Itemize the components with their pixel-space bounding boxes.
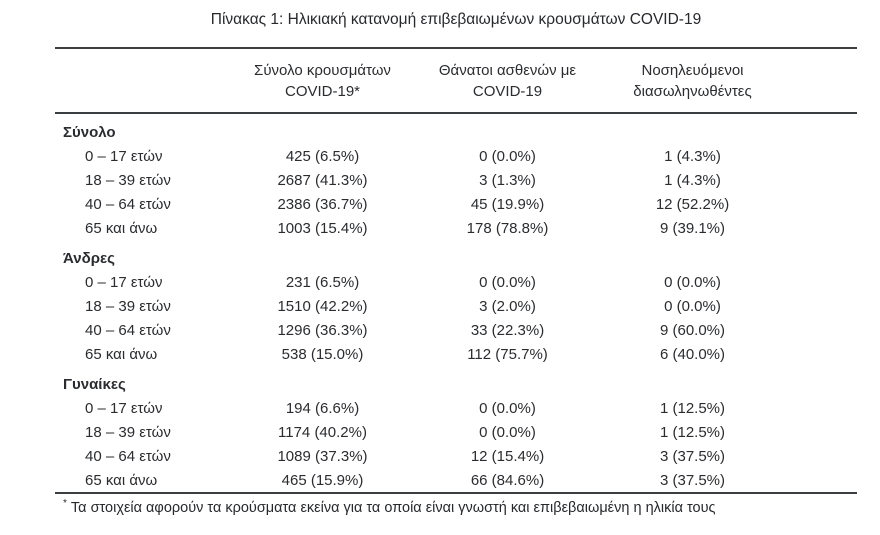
age-group-label: 18 – 39 ετών <box>85 171 171 189</box>
intubated-cell: 3 (37.5%) <box>659 447 726 465</box>
cases-cell: 1174 (40.2%) <box>278 423 367 441</box>
age-group-label: 18 – 39 ετών <box>85 423 171 441</box>
table-rule-top <box>55 47 857 49</box>
intubated-cell: 12 (52.2%) <box>655 195 730 213</box>
cases-cell: 538 (15.0%) <box>281 345 364 363</box>
section-label-men: Άνδρες <box>63 250 115 267</box>
table-row: 65 και άνω 538 (15.0%) 112 (75.7%) 6 (40… <box>55 342 857 366</box>
age-group-label: 0 – 17 ετών <box>85 273 163 291</box>
table-row: 40 – 64 ετών 1089 (37.3%) 12 (15.4%) 3 (… <box>55 444 857 468</box>
table-row: 18 – 39 ετών 1174 (40.2%) 0 (0.0%) 1 (12… <box>55 420 857 444</box>
deaths-cell: 3 (1.3%) <box>479 171 536 189</box>
table-row: 40 – 64 ετών 2386 (36.7%) 45 (19.9%) 12 … <box>55 192 857 216</box>
intubated-cell: 1 (4.3%) <box>664 147 721 165</box>
age-group-label: 40 – 64 ετών <box>85 195 171 213</box>
cases-cell: 231 (6.5%) <box>285 273 360 291</box>
column-header-intubated-line1: Νοσηλευόμενοι <box>641 61 744 79</box>
table-row: 0 – 17 ετών 231 (6.5%) 0 (0.0%) 0 (0.0%) <box>55 270 857 294</box>
column-header-deaths: Θάνατοι ασθενών με COVID-19 <box>425 60 590 102</box>
intubated-cell: 9 (60.0%) <box>659 321 726 339</box>
column-header-deaths-line1: Θάνατοι ασθενών με <box>438 61 577 79</box>
cases-cell: 1089 (37.3%) <box>277 447 368 465</box>
deaths-cell: 12 (15.4%) <box>470 447 545 465</box>
deaths-cell: 0 (0.0%) <box>479 423 536 441</box>
age-group-label: 65 και άνω <box>85 471 158 489</box>
table-header-row: Σύνολο κρουσμάτων COVID-19* Θάνατοι ασθε… <box>55 49 857 112</box>
age-group-label: 65 και άνω <box>85 219 158 237</box>
section-label-women: Γυναίκες <box>63 376 126 393</box>
table-row: 40 – 64 ετών 1296 (36.3%) 33 (22.3%) 9 (… <box>55 318 857 342</box>
intubated-cell: 1 (12.5%) <box>659 399 726 417</box>
deaths-cell: 3 (2.0%) <box>479 297 536 315</box>
age-group-label: 0 – 17 ετών <box>85 147 163 165</box>
deaths-cell: 112 (75.7%) <box>467 345 548 363</box>
intubated-cell: 9 (39.1%) <box>659 219 726 237</box>
column-header-deaths-line2: COVID-19 <box>472 82 543 100</box>
column-header-cases-line1: Σύνολο κρουσμάτων <box>254 61 391 79</box>
column-header-intubated: Νοσηλευόμενοι διασωληνωθέντες <box>590 60 795 102</box>
deaths-cell: 45 (19.9%) <box>470 195 545 213</box>
cases-cell: 2687 (41.3%) <box>277 171 368 189</box>
footnote-asterisk: * <box>63 498 67 510</box>
table-row: 65 και άνω 465 (15.9%) 66 (84.6%) 3 (37.… <box>55 468 857 492</box>
intubated-cell: 3 (37.5%) <box>659 471 726 489</box>
intubated-cell: 0 (0.0%) <box>664 273 721 291</box>
table-row: 0 – 17 ετών 425 (6.5%) 0 (0.0%) 1 (4.3%) <box>55 144 857 168</box>
age-group-label: 40 – 64 ετών <box>85 321 171 339</box>
deaths-cell: 33 (22.3%) <box>470 321 545 339</box>
cases-cell: 425 (6.5%) <box>285 147 360 165</box>
column-header-cases-line2: COVID-19* <box>284 82 361 100</box>
section-label-total: Σύνολο <box>63 124 116 141</box>
cases-cell: 194 (6.6%) <box>285 399 360 417</box>
cases-cell: 2386 (36.7%) <box>277 195 368 213</box>
footnote-text: Τα στοιχεία αφορούν τα κρούσματα εκείνα … <box>70 500 716 516</box>
intubated-cell: 0 (0.0%) <box>664 297 721 315</box>
deaths-cell: 66 (84.6%) <box>470 471 545 489</box>
intubated-cell: 1 (12.5%) <box>659 423 726 441</box>
column-header-cases: Σύνολο κρουσμάτων COVID-19* <box>220 60 425 102</box>
intubated-cell: 1 (4.3%) <box>664 171 721 189</box>
age-group-label: 18 – 39 ετών <box>85 297 171 315</box>
deaths-cell: 0 (0.0%) <box>479 147 536 165</box>
cases-cell: 1510 (42.2%) <box>277 297 368 315</box>
cases-cell: 1296 (36.3%) <box>277 321 368 339</box>
age-group-label: 65 και άνω <box>85 345 158 363</box>
table-row: 0 – 17 ετών 194 (6.6%) 0 (0.0%) 1 (12.5%… <box>55 396 857 420</box>
cases-cell: 1003 (15.4%) <box>277 219 368 237</box>
table-rule-bottom <box>55 492 857 494</box>
deaths-cell: 0 (0.0%) <box>479 399 536 417</box>
deaths-cell: 0 (0.0%) <box>479 273 536 291</box>
covid-age-table: Πίνακας 1: Ηλικιακή κατανομή επιβεβαιωμέ… <box>55 9 857 494</box>
table-rule-under-header <box>55 112 857 114</box>
table-row: 65 και άνω 1003 (15.4%) 178 (78.8%) 9 (3… <box>55 216 857 240</box>
age-group-label: 0 – 17 ετών <box>85 399 163 417</box>
column-header-intubated-line2: διασωληνωθέντες <box>633 82 752 100</box>
deaths-cell: 178 (78.8%) <box>466 219 549 237</box>
footnote: * Τα στοιχεία αφορούν τα κρούσματα εκείνα… <box>55 498 880 516</box>
intubated-cell: 6 (40.0%) <box>659 345 726 363</box>
table-row: 18 – 39 ετών 2687 (41.3%) 3 (1.3%) 1 (4.… <box>55 168 857 192</box>
table-row: 18 – 39 ετών 1510 (42.2%) 3 (2.0%) 0 (0.… <box>55 294 857 318</box>
age-group-label: 40 – 64 ετών <box>85 447 171 465</box>
page-title: Πίνακας 1: Ηλικιακή κατανομή επιβεβαιωμέ… <box>210 11 702 28</box>
cases-cell: 465 (15.9%) <box>281 471 364 489</box>
